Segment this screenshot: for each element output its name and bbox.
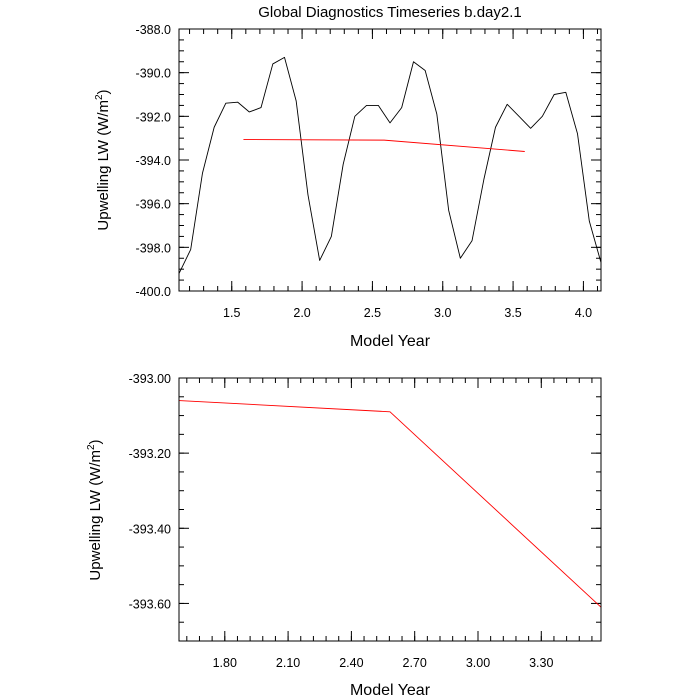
y-tick-label: -388.0 (136, 23, 171, 37)
chart-title: Global Diagnostics Timeseries b.day2.1 (258, 4, 521, 21)
series-line-annual-mean (243, 139, 525, 152)
x-tick-label: 3.5 (504, 306, 521, 320)
bottom-x-axis-label: Model Year (350, 682, 431, 699)
top-x-axis-label: Model Year (350, 333, 431, 350)
top-plot-frame (178, 28, 602, 292)
bottom-series-layer (178, 400, 602, 608)
top-axis-ticks (179, 28, 601, 292)
top-y-axis-label: Upwelling LW (W/m2) (94, 89, 112, 230)
y-tick-label: -398.0 (136, 241, 171, 255)
x-tick-label: 4.0 (575, 306, 592, 320)
y-tick-label: -394.0 (136, 154, 171, 168)
top-series-layer (178, 56, 602, 274)
y-tick-label: -393.60 (129, 597, 171, 611)
x-tick-label: 1.80 (213, 656, 237, 670)
y-tick-label: -393.40 (129, 522, 171, 536)
x-tick-label: 3.00 (466, 656, 490, 670)
y-tick-label: -396.0 (136, 198, 171, 212)
x-tick-label: 2.70 (403, 656, 427, 670)
x-tick-label: 3.0 (434, 306, 451, 320)
bottom-chart-panel: 1.80 2.10 2.40 2.70 3.00 3.30 -393.00 -393.20 -3… (86, 372, 602, 699)
x-tick-label: 2.10 (276, 656, 300, 670)
top-chart-panel: Global Diagnostics Timeseries b.day2.1 1… (94, 4, 602, 350)
x-tick-label: 2.40 (339, 656, 363, 670)
bottom-plot-frame (178, 377, 602, 642)
series-line-monthly (178, 56, 602, 274)
y-tick-label: -392.0 (136, 110, 171, 124)
bottom-y-axis-label: Upwelling LW (W/m2) (86, 439, 104, 580)
y-tick-label: -400.0 (136, 285, 171, 299)
y-tick-label: -393.00 (129, 372, 171, 386)
x-tick-label: 2.5 (364, 306, 381, 320)
x-tick-label: 3.30 (529, 656, 553, 670)
series-line-annual-mean (178, 400, 602, 608)
x-tick-label: 1.5 (223, 306, 240, 320)
y-tick-label: -393.20 (129, 447, 171, 461)
bottom-axis-ticks (179, 377, 601, 642)
x-tick-label: 2.0 (293, 306, 310, 320)
bottom-tick-labels: 1.80 2.10 2.40 2.70 3.00 3.30 -393.00 -393.20 -3… (129, 372, 554, 670)
y-tick-label: -390.0 (136, 67, 171, 81)
top-tick-labels: 1.5 2.0 2.5 3.0 3.5 4.0 -388.0 -390.0 -392.0 -394… (136, 23, 593, 320)
